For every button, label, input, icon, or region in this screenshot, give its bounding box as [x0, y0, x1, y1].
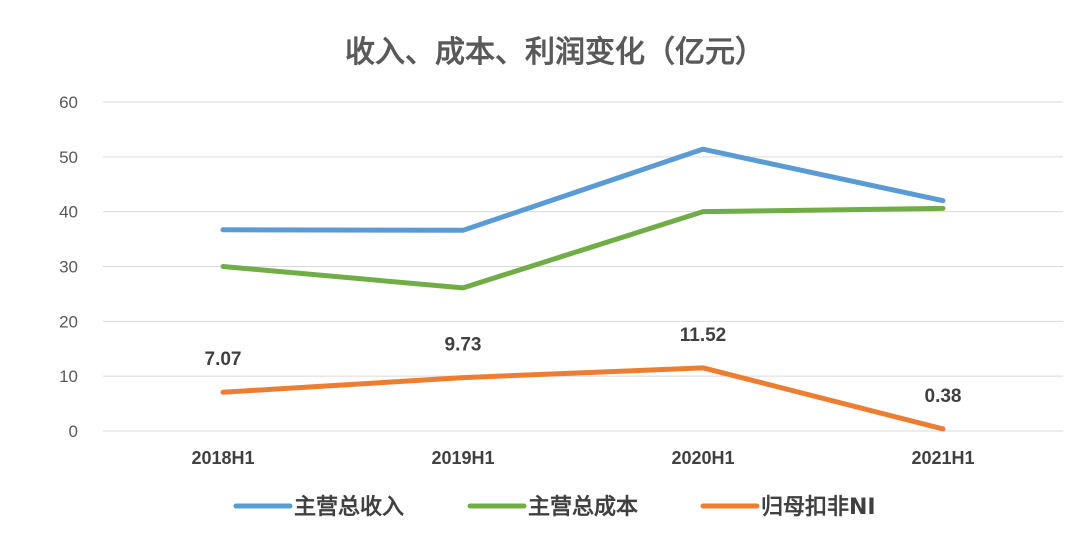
- series-line-3: [220, 365, 946, 432]
- series-line-2: [220, 205, 946, 291]
- y-tick-label: 10: [59, 367, 78, 386]
- legend-label: 主营总收入: [294, 494, 404, 520]
- data-label: 9.73: [445, 335, 482, 356]
- chart-title: 收入、成本、利润变化（亿元）: [345, 35, 765, 70]
- x-tick-label: 2021H1: [911, 448, 974, 468]
- x-axis-ticks: 2018H1 2019H1 2020H1 2021H1: [191, 448, 974, 468]
- y-tick-label: 20: [59, 312, 78, 331]
- legend-label: 归母扣非NI: [761, 495, 876, 520]
- legend: 主营总收入 主营总成本 归母扣非NI: [233, 494, 876, 520]
- gridlines: [103, 101, 1063, 432]
- x-tick-label: 2018H1: [191, 448, 254, 468]
- data-label: 7.07: [205, 349, 242, 370]
- series-lines: [220, 146, 946, 432]
- x-tick-label: 2020H1: [671, 448, 734, 468]
- legend-label: 主营总成本: [528, 494, 638, 520]
- data-label: 11.52: [680, 325, 727, 346]
- y-tick-label: 50: [59, 148, 78, 167]
- data-label: 0.38: [925, 386, 962, 407]
- y-tick-label: 0: [69, 422, 78, 441]
- y-tick-label: 40: [59, 203, 78, 222]
- x-tick-label: 2019H1: [431, 448, 494, 468]
- y-tick-label: 60: [59, 93, 78, 112]
- data-labels: 7.07 9.73 11.52 0.38: [205, 325, 962, 407]
- y-tick-label: 30: [59, 258, 78, 277]
- series-line-1: [220, 146, 946, 233]
- y-axis-ticks: 0 10 20 30 40 50 60: [59, 93, 78, 441]
